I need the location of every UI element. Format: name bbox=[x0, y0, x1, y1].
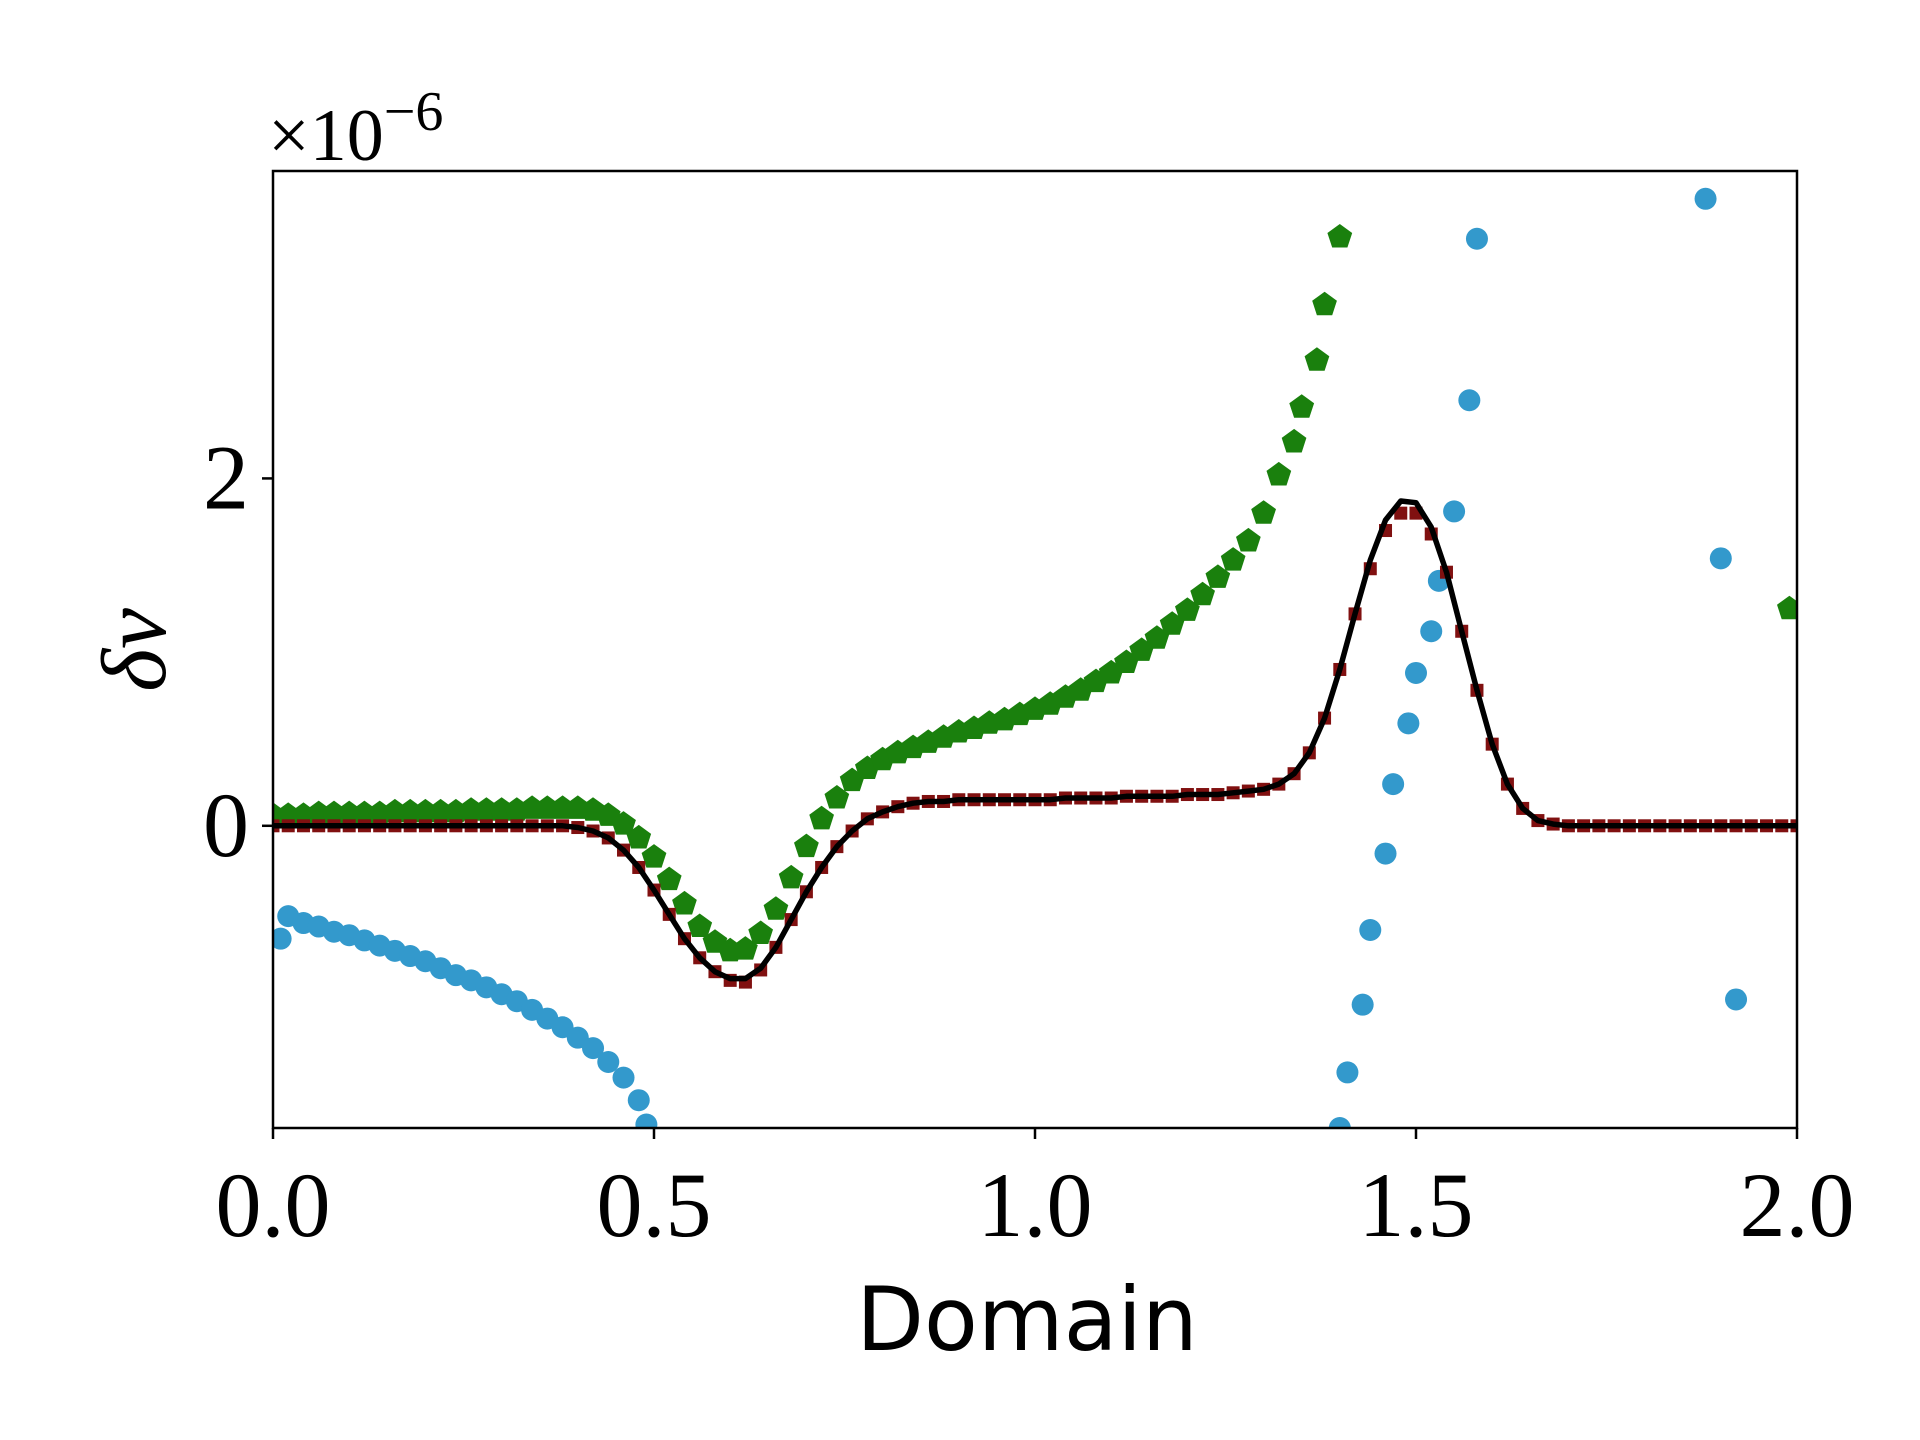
point bbox=[1190, 581, 1215, 606]
offset-exponent: −6 bbox=[384, 81, 444, 143]
offset-text: ×10−6 bbox=[268, 81, 443, 177]
offset-base: ×10 bbox=[268, 95, 384, 177]
point bbox=[824, 785, 850, 809]
point bbox=[611, 811, 636, 835]
point bbox=[641, 844, 667, 868]
point bbox=[794, 833, 819, 858]
point bbox=[635, 1113, 658, 1128]
point bbox=[1777, 595, 1797, 620]
point bbox=[273, 927, 292, 950]
point bbox=[687, 913, 713, 937]
point bbox=[748, 920, 773, 944]
point bbox=[656, 866, 682, 891]
point bbox=[809, 805, 834, 830]
series-line bbox=[273, 498, 1797, 982]
y-tick-label: 0 bbox=[203, 774, 249, 876]
point bbox=[672, 890, 697, 915]
point bbox=[597, 1051, 620, 1073]
point bbox=[1458, 389, 1481, 412]
point bbox=[733, 936, 758, 960]
y-axis-label: δv bbox=[83, 608, 185, 692]
x-tick-label: 1.0 bbox=[978, 1154, 1093, 1256]
point bbox=[1443, 500, 1466, 523]
point bbox=[1328, 1117, 1351, 1128]
point bbox=[1725, 988, 1748, 1011]
x-tick-label: 2.0 bbox=[1740, 1154, 1855, 1256]
plot-area bbox=[273, 187, 1797, 1128]
point bbox=[1220, 547, 1246, 571]
point bbox=[1312, 291, 1337, 316]
point bbox=[1394, 506, 1408, 520]
point bbox=[1281, 428, 1307, 453]
point bbox=[1327, 224, 1353, 248]
x-tick-label: 0.0 bbox=[216, 1154, 331, 1256]
point bbox=[1289, 394, 1315, 418]
point bbox=[1709, 547, 1732, 570]
y-tick-label: 2 bbox=[203, 426, 249, 528]
point bbox=[778, 864, 804, 889]
point bbox=[582, 1037, 605, 1060]
point bbox=[1336, 1061, 1359, 1084]
point bbox=[1251, 500, 1276, 524]
point bbox=[1694, 187, 1717, 210]
point bbox=[1359, 919, 1382, 941]
point bbox=[1266, 461, 1292, 486]
point bbox=[1144, 625, 1170, 649]
point bbox=[1420, 620, 1443, 643]
point bbox=[1465, 227, 1488, 250]
point bbox=[627, 1089, 650, 1112]
point bbox=[1205, 564, 1231, 588]
point bbox=[763, 896, 789, 920]
point bbox=[1382, 773, 1405, 796]
point bbox=[612, 1066, 635, 1089]
point bbox=[1351, 993, 1374, 1016]
point bbox=[626, 824, 652, 849]
point bbox=[1374, 842, 1397, 865]
x-tick-label: 1.5 bbox=[1359, 1154, 1474, 1256]
point bbox=[1236, 527, 1261, 552]
point bbox=[1397, 712, 1420, 735]
point bbox=[1405, 661, 1427, 684]
x-tick-label: 0.5 bbox=[597, 1154, 712, 1256]
point bbox=[1304, 347, 1330, 371]
point bbox=[1159, 611, 1185, 635]
point bbox=[1175, 597, 1200, 621]
x-axis-label: Domain bbox=[856, 1268, 1197, 1371]
